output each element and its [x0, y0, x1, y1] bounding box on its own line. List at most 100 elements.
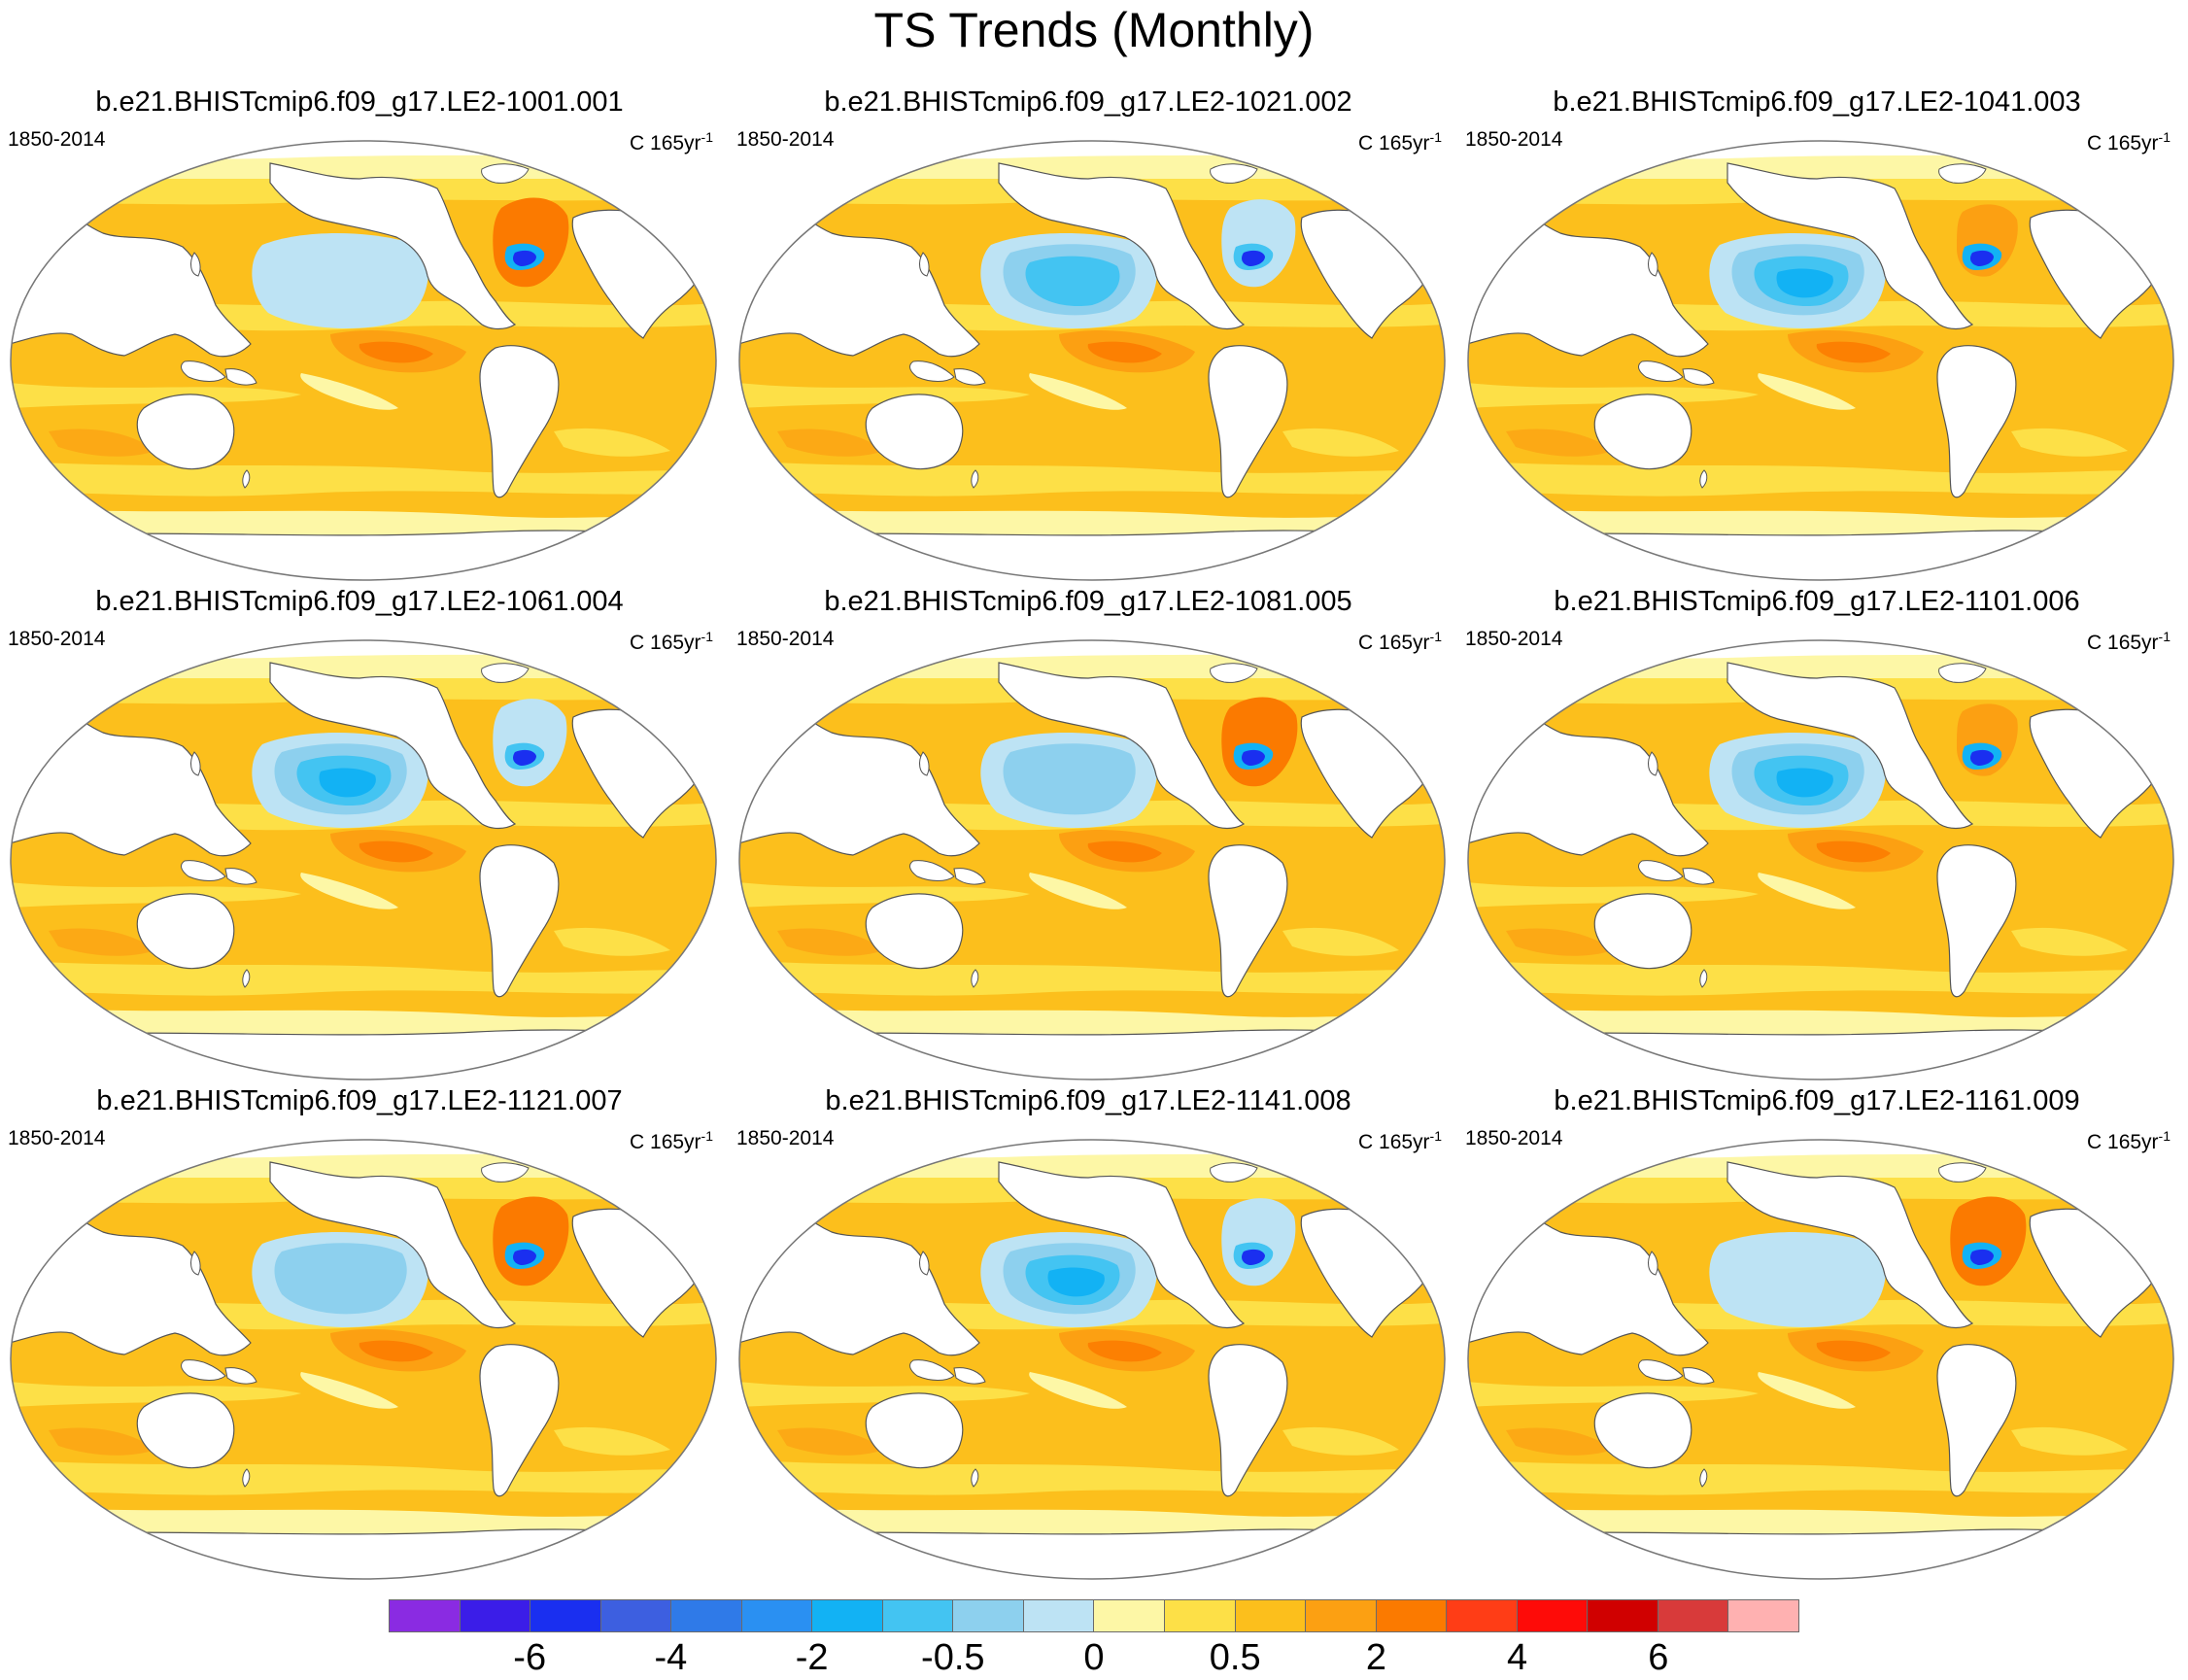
- colorbar-swatch: [1094, 1599, 1166, 1632]
- panel-title: b.e21.BHISTcmip6.f09_g17.LE2-1081.005: [824, 586, 1352, 617]
- colorbar: [389, 1599, 1799, 1632]
- panel-units-exponent: -1: [2158, 1128, 2171, 1144]
- colorbar-swatch: [812, 1599, 883, 1632]
- panel-title: b.e21.BHISTcmip6.f09_g17.LE2-1121.007: [96, 1085, 623, 1116]
- map-panel: b.e21.BHISTcmip6.f09_g17.LE2-1021.002 18…: [729, 86, 1448, 581]
- landmass-north-america: [269, 162, 517, 330]
- map-panel: b.e21.BHISTcmip6.f09_g17.LE2-1041.003 18…: [1457, 86, 2176, 581]
- landmass-north-america: [1726, 1161, 1974, 1329]
- map-border: [10, 140, 717, 581]
- landmass-south-america: [1936, 1344, 2017, 1497]
- colorbar-label: -2: [795, 1637, 829, 1678]
- colorbar-label: 4: [1507, 1637, 1528, 1678]
- landmass-antarctica: [739, 530, 1445, 580]
- landmass-south-america: [479, 345, 560, 498]
- landmass-south-america: [479, 844, 560, 998]
- panel-period: 1850-2014: [736, 128, 835, 151]
- panel-title: b.e21.BHISTcmip6.f09_g17.LE2-1001.001: [95, 86, 624, 118]
- colorbar-label: -0.5: [921, 1637, 985, 1678]
- colorbar-labels: -6 -4 -2 -0.5 0 0.5 2 4 6: [389, 1638, 1799, 1677]
- panel-units-exponent: -1: [701, 1128, 713, 1144]
- map-border: [738, 1139, 1446, 1580]
- landmass-australia: [136, 893, 235, 970]
- map-projection: [10, 639, 717, 1080]
- panel-period: 1850-2014: [8, 128, 106, 151]
- panel-units-text: C 165yr: [2087, 1131, 2159, 1153]
- panel-units-exponent: -1: [1429, 629, 1442, 644]
- map-frame: [738, 1139, 1446, 1580]
- panel-units-text: C 165yr: [2087, 132, 2159, 154]
- panel-units-exponent: -1: [2158, 629, 2171, 644]
- landmass-antarctica: [1468, 1029, 2173, 1080]
- landmass-australia: [865, 394, 964, 470]
- landmass-south-america: [479, 1344, 560, 1497]
- colorbar-label: 0.5: [1209, 1637, 1261, 1678]
- landmass-australia: [1593, 394, 1692, 470]
- landmass-australia: [865, 1392, 964, 1469]
- map-projection: [10, 140, 717, 581]
- panel-units: C 165yr-1: [1358, 120, 1442, 160]
- map-panel: b.e21.BHISTcmip6.f09_g17.LE2-1161.009 18…: [1457, 1084, 2176, 1580]
- map-border: [738, 639, 1446, 1080]
- colorbar-label: -6: [513, 1637, 547, 1678]
- panel-title: b.e21.BHISTcmip6.f09_g17.LE2-1041.003: [1553, 86, 2081, 118]
- map-panel: b.e21.BHISTcmip6.f09_g17.LE2-1141.008 18…: [729, 1084, 1448, 1580]
- panel-units-text: C 165yr: [1358, 132, 1430, 154]
- colorbar-swatch: [460, 1599, 531, 1632]
- colorbar-swatch: [1306, 1599, 1377, 1632]
- map-panel: b.e21.BHISTcmip6.f09_g17.LE2-1001.001 18…: [0, 86, 719, 581]
- colorbar-swatch: [1588, 1599, 1658, 1632]
- map-border: [738, 140, 1446, 581]
- colorbar-swatch: [741, 1599, 813, 1632]
- panel-units: C 165yr-1: [2087, 1119, 2171, 1159]
- panel-title: b.e21.BHISTcmip6.f09_g17.LE2-1061.004: [95, 586, 624, 617]
- map-frame: [738, 639, 1446, 1080]
- landmass-antarctica: [739, 1528, 1445, 1579]
- landmass-south-america: [1208, 345, 1288, 498]
- panel-units-exponent: -1: [1429, 129, 1442, 145]
- map-frame: [1467, 1139, 2174, 1580]
- panel-period: 1850-2014: [1465, 128, 1563, 151]
- panel-units: C 165yr-1: [2087, 620, 2171, 660]
- landmass-north-america: [1726, 162, 1974, 330]
- map-frame: [10, 140, 717, 581]
- colorbar-swatch: [1447, 1599, 1518, 1632]
- panel-title: b.e21.BHISTcmip6.f09_g17.LE2-1141.008: [825, 1085, 1351, 1116]
- landmass-antarctica: [1468, 1528, 2173, 1579]
- landmass-australia: [136, 394, 235, 470]
- figure-title: TS Trends (Monthly): [873, 3, 1315, 57]
- landmass-north-america: [269, 1161, 517, 1329]
- panel-units-text: C 165yr: [2087, 632, 2159, 654]
- panel-units-exponent: -1: [1429, 1128, 1442, 1144]
- panel-units: C 165yr-1: [1358, 1119, 1442, 1159]
- landmass-australia: [136, 1392, 235, 1469]
- map-border: [1467, 1139, 2174, 1580]
- landmass-north-america: [998, 662, 1246, 830]
- colorbar-swatch: [953, 1599, 1024, 1632]
- map-frame: [738, 140, 1446, 581]
- map-panel: b.e21.BHISTcmip6.f09_g17.LE2-1081.005 18…: [729, 585, 1448, 1080]
- map-border: [1467, 639, 2174, 1080]
- map-projection: [738, 639, 1446, 1080]
- panel-units: C 165yr-1: [630, 1119, 713, 1159]
- map-panel: b.e21.BHISTcmip6.f09_g17.LE2-1121.007 18…: [0, 1084, 719, 1580]
- panel-units: C 165yr-1: [1358, 620, 1442, 660]
- panel-units-text: C 165yr: [630, 632, 701, 654]
- landmass-north-america: [1726, 662, 1974, 830]
- panel-units: C 165yr-1: [630, 620, 713, 660]
- landmass-australia: [865, 893, 964, 970]
- colorbar-label: -4: [654, 1637, 688, 1678]
- landmass-antarctica: [11, 530, 716, 580]
- colorbar-swatch: [1376, 1599, 1448, 1632]
- colorbar-swatch: [1023, 1599, 1095, 1632]
- landmass-australia: [1593, 1392, 1692, 1469]
- panel-period: 1850-2014: [736, 1127, 835, 1149]
- map-frame: [1467, 639, 2174, 1080]
- panel-period: 1850-2014: [736, 628, 835, 650]
- landmass-south-america: [1936, 844, 2017, 998]
- colorbar-swatch: [1165, 1599, 1236, 1632]
- panel-title: b.e21.BHISTcmip6.f09_g17.LE2-1021.002: [824, 86, 1352, 118]
- map-frame: [1467, 140, 2174, 581]
- colorbar-label: 2: [1365, 1637, 1386, 1678]
- map-panel: b.e21.BHISTcmip6.f09_g17.LE2-1101.006 18…: [1457, 585, 2176, 1080]
